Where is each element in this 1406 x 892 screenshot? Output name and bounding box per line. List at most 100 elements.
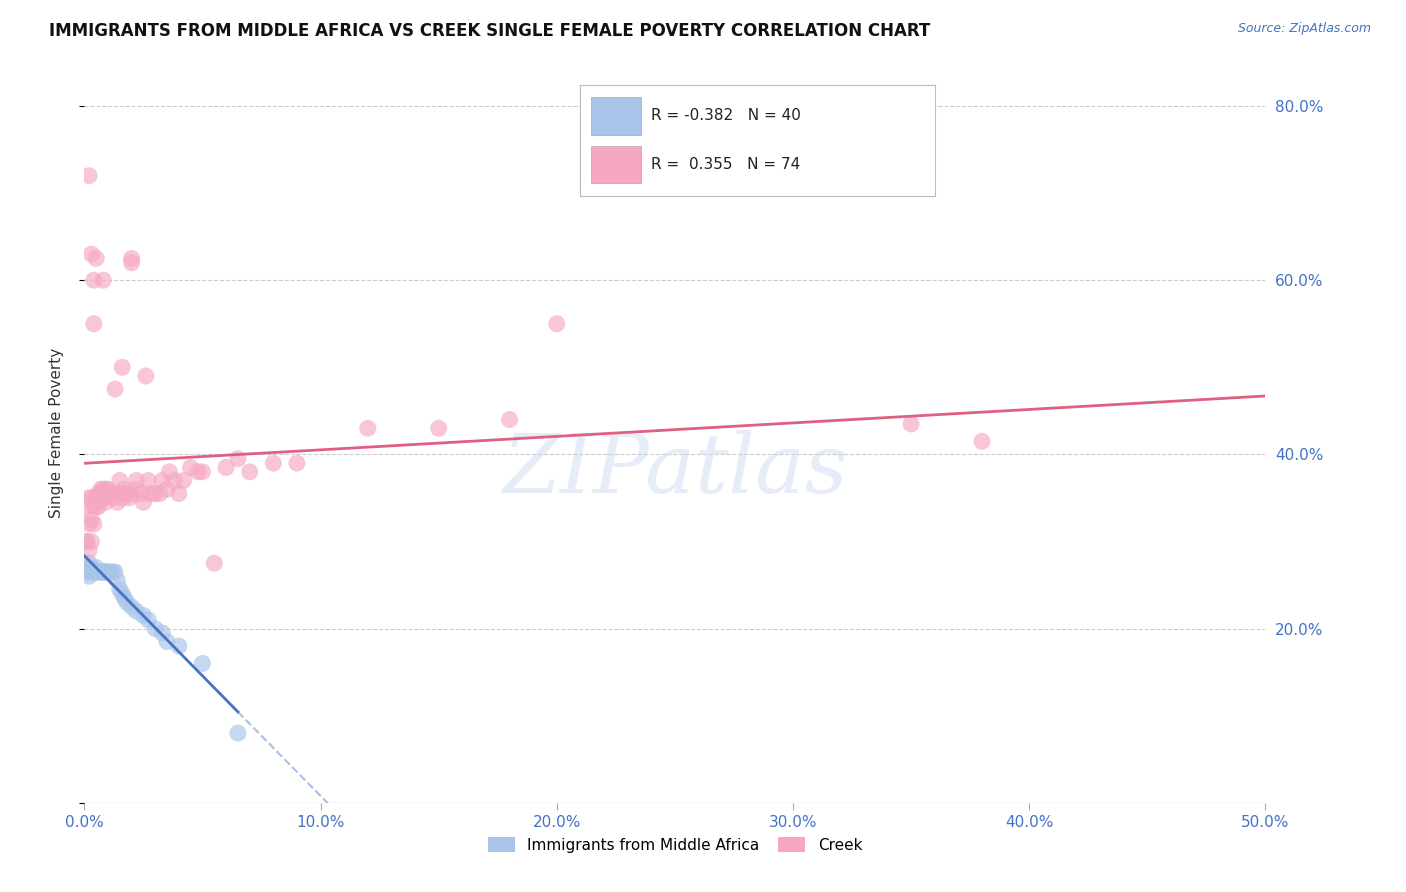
Point (180, 460, 202, 475)
Point (91, 565, 114, 579)
Point (98, 486, 121, 500)
Point (226, 726, 249, 740)
Point (77, 556, 100, 570)
Point (77, 169, 100, 183)
Point (77, 517, 100, 532)
Point (239, 465, 262, 479)
Point (80, 560, 103, 574)
Point (139, 486, 162, 500)
Point (132, 608, 155, 623)
Point (427, 421, 450, 435)
Text: ZIPatlas: ZIPatlas (502, 430, 848, 509)
Point (97, 486, 120, 500)
Point (94, 565, 117, 579)
Point (115, 486, 138, 500)
Point (121, 256, 143, 270)
Point (202, 556, 225, 570)
Point (98, 565, 121, 579)
Point (87, 486, 110, 500)
Point (90, 565, 112, 579)
Point (104, 486, 127, 500)
Point (90, 565, 112, 579)
Point (76, 534, 98, 549)
Point (121, 486, 143, 500)
Point (87, 565, 110, 579)
Point (108, 582, 131, 597)
Point (84, 252, 107, 266)
Point (167, 486, 190, 500)
Point (94, 482, 117, 496)
Point (156, 634, 179, 648)
Point (77, 543, 100, 558)
Point (125, 482, 148, 496)
Point (107, 495, 129, 509)
Point (87, 495, 110, 509)
Point (149, 486, 172, 500)
Point (84, 500, 107, 514)
Point (97, 482, 120, 496)
Point (94, 565, 117, 579)
Point (125, 604, 148, 618)
Point (143, 486, 166, 500)
Point (91, 565, 114, 579)
Point (76, 534, 98, 549)
Point (107, 574, 129, 588)
Point (135, 369, 157, 384)
Point (80, 534, 103, 549)
Point (121, 599, 143, 614)
Point (83, 273, 105, 287)
Point (111, 491, 134, 505)
Point (191, 465, 214, 479)
Point (94, 495, 117, 509)
Point (90, 482, 112, 496)
Point (104, 382, 127, 396)
Point (77, 491, 100, 505)
Point (97, 565, 120, 579)
Point (546, 317, 568, 331)
Point (187, 465, 209, 479)
Point (97, 565, 120, 579)
Point (167, 639, 190, 653)
Point (101, 565, 124, 579)
Point (157, 465, 180, 479)
Point (90, 486, 112, 500)
Point (114, 482, 136, 496)
Text: Source: ZipAtlas.com: Source: ZipAtlas.com (1237, 22, 1371, 36)
Point (80, 247, 103, 261)
Point (115, 595, 138, 609)
Point (143, 622, 166, 636)
Point (84, 491, 107, 505)
Point (111, 587, 134, 601)
Point (118, 491, 141, 505)
Point (156, 482, 179, 496)
Point (80, 513, 103, 527)
Point (163, 474, 186, 488)
Point (136, 613, 159, 627)
Legend: Immigrants from Middle Africa, Creek: Immigrants from Middle Africa, Creek (478, 828, 872, 862)
Point (91, 491, 114, 505)
Point (91, 482, 114, 496)
Point (77, 565, 100, 579)
Point (150, 474, 173, 488)
Point (87, 565, 110, 579)
Point (114, 591, 136, 606)
Point (173, 474, 195, 488)
Point (83, 317, 105, 331)
Point (80, 565, 103, 579)
Point (129, 486, 152, 500)
Point (125, 474, 148, 488)
Point (262, 456, 284, 470)
Point (76, 565, 98, 579)
Point (121, 252, 143, 266)
Y-axis label: Single Female Poverty: Single Female Poverty (49, 348, 63, 517)
Point (91, 273, 114, 287)
Point (87, 500, 110, 514)
Point (83, 565, 105, 579)
Point (150, 626, 173, 640)
Point (80, 491, 103, 505)
Point (108, 474, 131, 488)
Point (498, 412, 520, 426)
Point (104, 565, 127, 579)
Point (136, 474, 159, 488)
Point (83, 517, 105, 532)
